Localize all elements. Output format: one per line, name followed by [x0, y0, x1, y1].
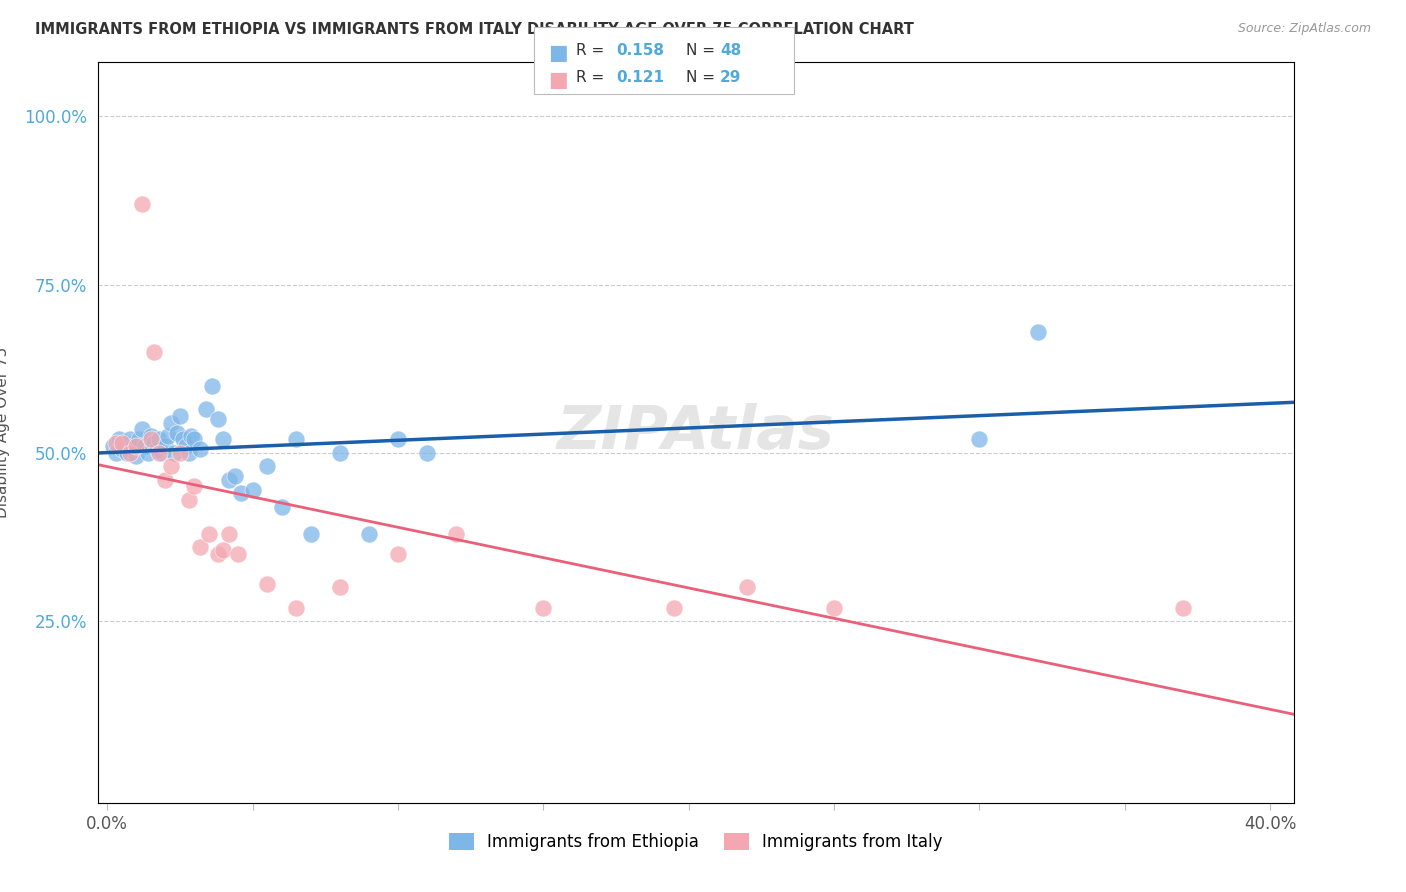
- Point: [183, 433, 205, 447]
- Point: [101, 439, 124, 453]
- Point: [329, 581, 352, 595]
- Point: [169, 409, 191, 423]
- Point: [125, 449, 148, 463]
- Point: [444, 526, 467, 541]
- Text: ZIPAtlas: ZIPAtlas: [557, 403, 835, 462]
- Point: [229, 486, 252, 500]
- Point: [416, 446, 439, 460]
- Point: [142, 435, 165, 450]
- Text: R =: R =: [576, 70, 610, 85]
- Point: [242, 483, 264, 497]
- Point: [111, 442, 134, 457]
- Point: [148, 433, 170, 447]
- Point: [177, 446, 200, 460]
- Text: 29: 29: [720, 70, 741, 85]
- Text: R =: R =: [576, 43, 610, 58]
- Point: [735, 581, 758, 595]
- Point: [114, 435, 136, 450]
- Point: [128, 433, 150, 447]
- Point: [148, 446, 170, 460]
- Point: [823, 600, 845, 615]
- Point: [180, 429, 202, 443]
- Point: [145, 442, 167, 457]
- Point: [122, 439, 145, 453]
- Point: [134, 439, 156, 453]
- Point: [212, 433, 235, 447]
- Point: [387, 547, 409, 561]
- Point: [531, 600, 554, 615]
- Point: [285, 433, 308, 447]
- Point: [155, 439, 177, 453]
- Point: [1026, 325, 1049, 339]
- Point: [201, 378, 224, 392]
- Legend: Immigrants from Ethiopia, Immigrants from Italy: Immigrants from Ethiopia, Immigrants fro…: [443, 826, 949, 857]
- Point: [131, 196, 153, 211]
- Point: [104, 446, 127, 460]
- Point: [160, 416, 183, 430]
- Point: [188, 540, 211, 554]
- Point: [172, 433, 194, 447]
- Point: [177, 492, 200, 507]
- Point: [207, 412, 229, 426]
- Point: [174, 439, 197, 453]
- Text: N =: N =: [686, 70, 720, 85]
- Point: [169, 446, 191, 460]
- Point: [662, 600, 685, 615]
- Point: [136, 446, 159, 460]
- Point: [207, 547, 229, 561]
- Point: [256, 577, 278, 591]
- Point: [198, 526, 221, 541]
- Point: [120, 433, 142, 447]
- Point: [183, 479, 205, 493]
- Point: [142, 344, 165, 359]
- Point: [224, 469, 246, 483]
- Point: [157, 429, 180, 443]
- Point: [188, 442, 211, 457]
- Point: [117, 446, 139, 460]
- Point: [163, 446, 186, 460]
- Point: [357, 526, 380, 541]
- Point: [299, 526, 322, 541]
- Point: [1171, 600, 1194, 615]
- Text: 0.158: 0.158: [616, 43, 664, 58]
- Point: [218, 526, 240, 541]
- Point: [139, 429, 162, 443]
- Point: [226, 547, 249, 561]
- Text: 0.121: 0.121: [616, 70, 664, 85]
- Point: [195, 402, 218, 417]
- Point: [387, 433, 409, 447]
- Text: 48: 48: [720, 43, 741, 58]
- Point: [104, 435, 127, 450]
- Point: [139, 433, 162, 447]
- Point: [111, 435, 134, 450]
- Text: IMMIGRANTS FROM ETHIOPIA VS IMMIGRANTS FROM ITALY DISABILITY AGE OVER 75 CORRELA: IMMIGRANTS FROM ETHIOPIA VS IMMIGRANTS F…: [35, 22, 914, 37]
- Point: [285, 600, 308, 615]
- Point: [212, 543, 235, 558]
- Point: [329, 446, 352, 460]
- Point: [256, 459, 278, 474]
- Point: [125, 439, 148, 453]
- Point: [270, 500, 292, 514]
- Point: [131, 422, 153, 436]
- Point: [120, 446, 142, 460]
- Point: [160, 459, 183, 474]
- Point: [166, 425, 188, 440]
- Text: ■: ■: [548, 43, 568, 62]
- Point: [150, 446, 173, 460]
- Point: [218, 473, 240, 487]
- Text: ■: ■: [548, 70, 568, 89]
- Text: Source: ZipAtlas.com: Source: ZipAtlas.com: [1237, 22, 1371, 36]
- Text: N =: N =: [686, 43, 720, 58]
- Y-axis label: Disability Age Over 75: Disability Age Over 75: [0, 347, 10, 518]
- Point: [155, 473, 177, 487]
- Point: [107, 433, 129, 447]
- Point: [969, 433, 991, 447]
